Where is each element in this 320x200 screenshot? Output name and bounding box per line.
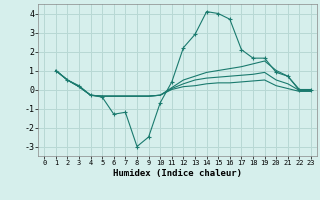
X-axis label: Humidex (Indice chaleur): Humidex (Indice chaleur) bbox=[113, 169, 242, 178]
